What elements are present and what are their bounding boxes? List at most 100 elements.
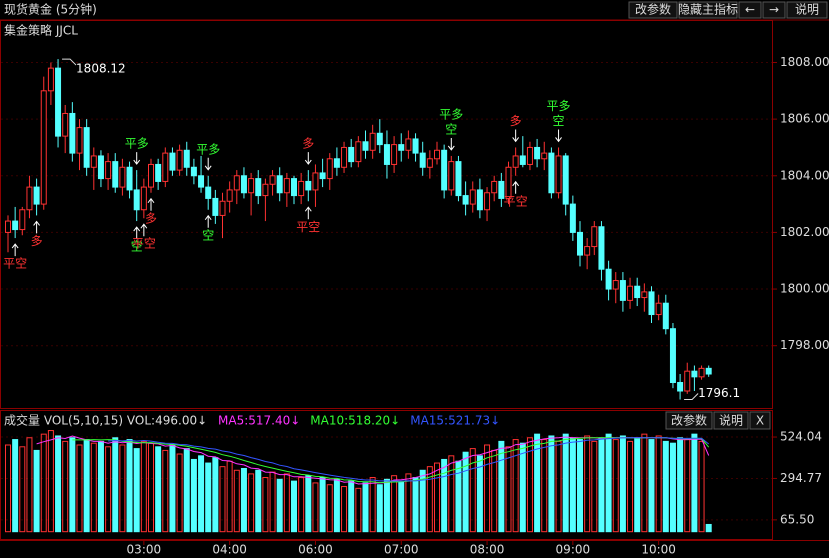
signal-label: 平空 bbox=[504, 194, 528, 208]
volume-bar bbox=[248, 473, 255, 533]
volume-bar bbox=[305, 475, 312, 533]
candle-body bbox=[12, 220, 19, 231]
volume-bar bbox=[69, 437, 76, 533]
price-label: 1808.12 bbox=[76, 62, 126, 76]
volume-bar bbox=[62, 440, 69, 533]
candle-body bbox=[362, 141, 369, 151]
button[interactable] bbox=[749, 411, 771, 430]
signal-label: 多 bbox=[145, 211, 157, 225]
signal-arrow bbox=[140, 223, 148, 237]
candle-body bbox=[434, 149, 440, 160]
volume-bar bbox=[448, 455, 455, 533]
volume-bar bbox=[548, 435, 555, 533]
signal-label: 空 bbox=[553, 114, 565, 128]
candle-body bbox=[584, 246, 591, 256]
candle-body bbox=[105, 161, 112, 180]
volume-bar bbox=[198, 455, 205, 533]
volume-bar bbox=[405, 473, 412, 533]
volume-bar bbox=[562, 433, 569, 533]
volume-bar bbox=[641, 433, 648, 533]
candle-body bbox=[412, 138, 419, 154]
button-label[interactable]: ← bbox=[745, 3, 755, 17]
candle-body bbox=[491, 180, 498, 194]
volume-bar bbox=[426, 466, 433, 533]
volume-bar bbox=[584, 435, 591, 533]
volume-bar bbox=[126, 439, 133, 533]
candle-body bbox=[305, 180, 312, 191]
button-label[interactable]: 改参数 bbox=[635, 2, 671, 17]
volume-bar bbox=[669, 442, 676, 533]
button-label[interactable]: 改参数 bbox=[671, 413, 707, 428]
y-tick-label: 524.04 bbox=[780, 430, 822, 444]
candle-body bbox=[190, 166, 197, 177]
candle-body bbox=[569, 203, 576, 233]
button[interactable] bbox=[713, 411, 749, 430]
volume-bar bbox=[212, 457, 219, 533]
y-tick-label: 1800.00 bbox=[780, 282, 829, 296]
signal-label: 平多 bbox=[125, 137, 149, 151]
y-tick-label: 1802.00 bbox=[780, 225, 829, 239]
button[interactable] bbox=[738, 1, 762, 19]
candle-body bbox=[484, 192, 491, 211]
candle-body bbox=[333, 158, 340, 168]
candle-body bbox=[47, 67, 54, 92]
volume-bar bbox=[362, 482, 369, 533]
volume-bar bbox=[705, 523, 712, 533]
signal-arrow bbox=[133, 226, 141, 240]
candle-body bbox=[262, 183, 269, 197]
candle-body bbox=[619, 280, 626, 301]
candle-body bbox=[598, 226, 605, 270]
candle-body bbox=[248, 178, 255, 194]
button-label[interactable]: 说明 bbox=[795, 2, 819, 17]
button[interactable] bbox=[665, 411, 713, 430]
volume-bar bbox=[333, 478, 340, 533]
indicator-title: 集金策略 JJCL bbox=[4, 23, 78, 38]
volume-bar bbox=[255, 469, 262, 533]
volume-bar bbox=[55, 435, 62, 533]
signal-label: 平多 bbox=[439, 107, 463, 121]
volume-bar bbox=[26, 437, 33, 533]
candle-body bbox=[162, 152, 169, 182]
legend-entry: MA15:521.73↓ bbox=[410, 414, 500, 428]
signal-arrow bbox=[11, 243, 19, 257]
x-tick-label: 08:00 bbox=[470, 543, 505, 557]
button[interactable] bbox=[678, 1, 738, 19]
button[interactable] bbox=[786, 1, 828, 19]
volume-bar bbox=[176, 453, 183, 533]
signal-arrow bbox=[204, 214, 212, 228]
volume-bar bbox=[677, 437, 684, 533]
chart-title: 现货黄金 (5分钟) bbox=[4, 2, 97, 17]
volume-bar bbox=[569, 437, 576, 533]
volume-bar bbox=[355, 487, 362, 533]
y-tick-label: 1798.00 bbox=[780, 338, 829, 352]
price-pointer bbox=[684, 393, 699, 401]
signal-label: 平多 bbox=[547, 99, 571, 113]
volume-bar bbox=[577, 439, 583, 533]
signal-arrow bbox=[33, 220, 40, 234]
signal-arrow bbox=[147, 197, 155, 211]
candle-body bbox=[269, 175, 276, 185]
candle-body bbox=[555, 155, 562, 194]
candle-body bbox=[276, 175, 283, 194]
y-tick-label: 1804.00 bbox=[780, 168, 829, 182]
button-label[interactable]: 说明 bbox=[719, 413, 743, 428]
volume-bar bbox=[105, 446, 112, 533]
volume-bar bbox=[155, 446, 162, 533]
candle-body bbox=[398, 144, 405, 151]
volume-bar bbox=[162, 449, 169, 533]
button[interactable] bbox=[762, 1, 786, 19]
signal-arrow bbox=[512, 180, 520, 194]
button-label[interactable]: 隐藏主指标 bbox=[678, 2, 738, 17]
button-label[interactable]: X bbox=[756, 414, 764, 428]
volume-bar bbox=[90, 442, 97, 533]
y-tick-label: 65.50 bbox=[780, 512, 814, 526]
signal-label: 多 bbox=[302, 137, 314, 151]
candle-body bbox=[183, 149, 190, 168]
candle-body bbox=[119, 166, 126, 188]
button[interactable] bbox=[628, 1, 678, 19]
candle-body bbox=[441, 149, 448, 191]
volume-bar bbox=[498, 440, 505, 533]
price-pointer bbox=[62, 58, 77, 66]
button-label[interactable]: → bbox=[769, 3, 779, 17]
